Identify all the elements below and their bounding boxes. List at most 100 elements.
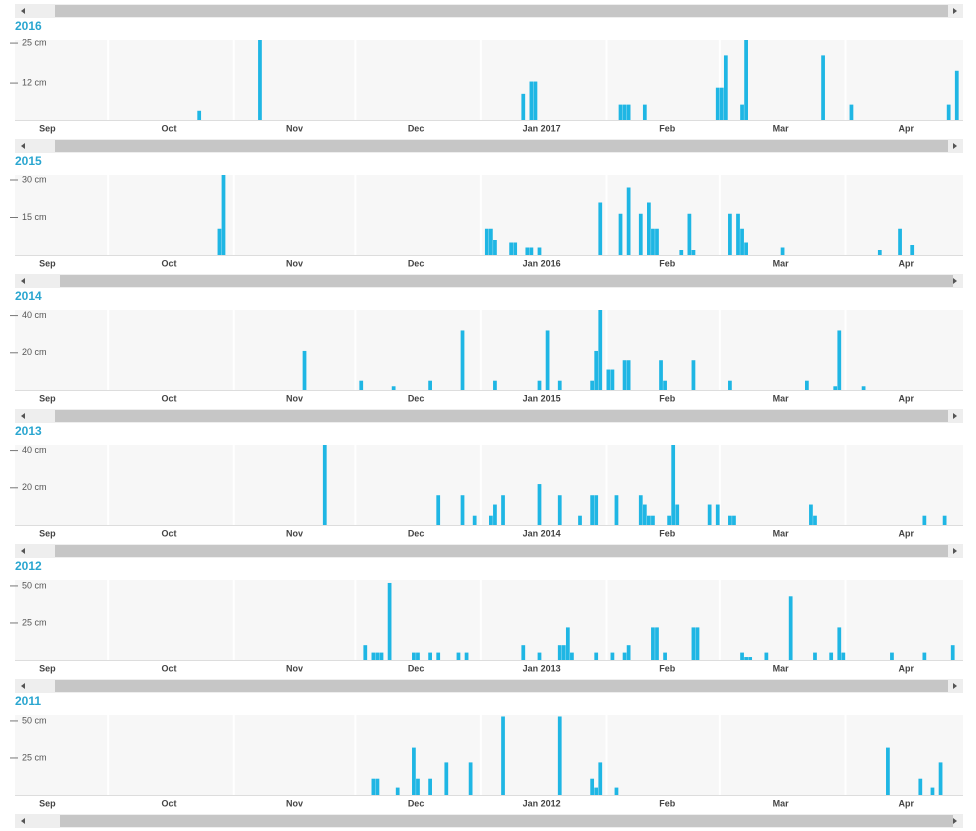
bar	[436, 652, 441, 660]
x-tick-label: Jan 2014	[523, 528, 561, 538]
x-tick-label: Jan 2015	[523, 393, 561, 403]
scroll-right-arrow[interactable]	[953, 683, 957, 689]
x-tick-label: Oct	[161, 258, 176, 268]
bar	[379, 652, 384, 660]
scroll-right-arrow[interactable]	[953, 548, 957, 554]
bar	[622, 104, 627, 120]
bar	[412, 652, 416, 660]
bar	[436, 495, 441, 525]
bar	[910, 245, 915, 255]
bar	[659, 360, 663, 390]
bar	[930, 787, 935, 795]
bar	[557, 380, 562, 390]
y-tick-label: 20 cm	[22, 482, 47, 492]
bar	[886, 747, 890, 795]
bar	[464, 652, 469, 660]
bar	[829, 652, 834, 660]
bar	[416, 652, 420, 660]
bar	[594, 652, 599, 660]
bar	[922, 515, 927, 525]
bar	[594, 350, 599, 390]
bar	[695, 627, 700, 660]
bar	[922, 652, 927, 660]
bar	[707, 504, 712, 525]
x-tick-label: Oct	[161, 798, 176, 808]
scroll-right-arrow[interactable]	[953, 8, 957, 14]
scroll-right-arrow[interactable]	[953, 818, 957, 824]
x-tick-label: Nov	[286, 663, 303, 673]
scroll-right-arrow[interactable]	[953, 143, 957, 149]
y-tick-label: 50 cm	[22, 715, 47, 725]
x-tick-label: Mar	[773, 393, 790, 403]
scroll-left-arrow[interactable]	[21, 278, 25, 284]
bar	[691, 250, 696, 255]
bar	[509, 242, 514, 255]
bar	[740, 652, 744, 660]
bar	[258, 40, 262, 120]
y-tick-label: 25 cm	[22, 617, 47, 627]
bar	[590, 380, 595, 390]
bar	[736, 213, 740, 255]
x-tick-label: Mar	[773, 258, 790, 268]
bar	[655, 228, 659, 255]
bar	[557, 645, 562, 660]
plot-area	[15, 40, 963, 120]
bar	[598, 762, 603, 795]
bar	[740, 228, 744, 255]
x-tick-label: Jan 2013	[523, 663, 561, 673]
bar	[805, 380, 809, 390]
scroll-left-arrow[interactable]	[21, 818, 25, 824]
x-tick-label: Nov	[286, 123, 303, 133]
x-tick-label: Oct	[161, 528, 176, 538]
bar	[460, 495, 465, 525]
bar	[521, 645, 526, 660]
scroll-left-arrow[interactable]	[21, 8, 25, 14]
bar	[387, 582, 392, 660]
bar	[537, 380, 542, 390]
bar	[837, 627, 842, 660]
scrollbar-thumb[interactable]	[55, 140, 948, 152]
bar	[570, 652, 574, 660]
plot-area	[15, 445, 963, 525]
scrollbar-thumb[interactable]	[60, 275, 953, 287]
scroll-left-arrow[interactable]	[21, 413, 25, 419]
bar	[412, 747, 416, 795]
bar	[719, 87, 724, 120]
bar	[728, 515, 732, 525]
scroll-left-arrow[interactable]	[21, 548, 25, 554]
x-tick-label: Nov	[286, 258, 303, 268]
scroll-left-arrow[interactable]	[21, 143, 25, 149]
scrollbar-thumb[interactable]	[55, 545, 948, 557]
bar	[533, 81, 538, 120]
x-tick-label: Nov	[286, 528, 303, 538]
y-tick-label: 12 cm	[22, 77, 47, 87]
x-tick-label: Dec	[408, 258, 425, 268]
scroll-right-arrow[interactable]	[953, 413, 957, 419]
bar	[428, 778, 432, 795]
scrollbar-thumb[interactable]	[55, 410, 948, 422]
scrollbar-thumb[interactable]	[60, 815, 953, 827]
x-tick-label: Apr	[899, 663, 915, 673]
bar	[456, 652, 461, 660]
bar	[837, 330, 842, 390]
bar	[371, 652, 376, 660]
bar	[622, 360, 627, 390]
scrollbar-thumb[interactable]	[55, 5, 948, 17]
scroll-right-arrow[interactable]	[953, 278, 957, 284]
bar	[606, 369, 611, 390]
bar	[375, 652, 380, 660]
bar	[950, 645, 955, 660]
scrollbar-thumb[interactable]	[55, 680, 948, 692]
x-tick-label: Feb	[659, 123, 676, 133]
scroll-left-arrow[interactable]	[21, 683, 25, 689]
bar	[638, 495, 643, 525]
x-tick-label: Mar	[773, 528, 790, 538]
x-tick-label: Feb	[659, 393, 676, 403]
x-tick-label: Apr	[899, 798, 915, 808]
bar	[715, 87, 720, 120]
x-tick-label: Jan 2017	[523, 123, 561, 133]
x-tick-label: Apr	[899, 258, 915, 268]
bar	[723, 55, 728, 121]
x-tick-label: Feb	[659, 528, 676, 538]
bar	[614, 495, 619, 525]
